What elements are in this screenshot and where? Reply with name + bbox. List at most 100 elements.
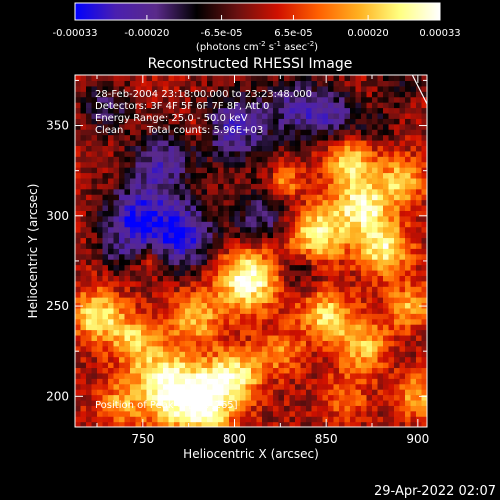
heatmap-cell: [388, 75, 395, 82]
heatmap-cell: [80, 177, 87, 184]
heatmap-cell: [119, 269, 126, 276]
heatmap-cell: [196, 264, 203, 271]
heatmap-cell: [262, 172, 269, 179]
heatmap-cell: [141, 242, 148, 249]
heatmap-cell: [322, 177, 329, 184]
heatmap-cell: [119, 75, 126, 82]
heatmap-cell: [350, 383, 357, 390]
heatmap-cell: [267, 264, 274, 271]
heatmap-cell: [289, 172, 296, 179]
heatmap-cell: [91, 345, 98, 352]
heatmap-cell: [421, 291, 427, 298]
heatmap-cell: [344, 378, 351, 385]
heatmap-cell: [333, 399, 340, 406]
heatmap-cell: [75, 383, 82, 390]
heatmap-cell: [223, 291, 230, 298]
heatmap-cell: [124, 107, 131, 114]
heatmap-cell: [223, 199, 230, 206]
heatmap-cell: [240, 199, 247, 206]
heatmap-cell: [102, 118, 109, 125]
heatmap-cell: [399, 356, 406, 363]
heatmap-cell: [201, 161, 208, 168]
heatmap-cell: [75, 156, 82, 163]
heatmap-cell: [284, 96, 291, 103]
heatmap-cell: [245, 145, 252, 152]
heatmap-cell: [168, 280, 175, 287]
heatmap-cell: [421, 145, 427, 152]
heatmap-cell: [372, 129, 379, 136]
heatmap-cell: [284, 410, 291, 417]
heatmap-cell: [201, 75, 208, 82]
heatmap-cell: [333, 204, 340, 211]
heatmap-cell: [91, 150, 98, 157]
heatmap-cell: [190, 177, 197, 184]
heatmap-cell: [113, 85, 120, 92]
heatmap-cell: [295, 307, 302, 314]
heatmap-cell: [317, 394, 324, 401]
heatmap-cell: [218, 378, 225, 385]
heatmap-cell: [190, 313, 197, 320]
heatmap-cell: [328, 221, 335, 228]
heatmap-cell: [289, 378, 296, 385]
heatmap-cell: [185, 156, 192, 163]
heatmap-cell: [339, 145, 346, 152]
heatmap-cell: [284, 253, 291, 260]
heatmap-cell: [267, 221, 274, 228]
heatmap-cell: [350, 275, 357, 282]
heatmap-cell: [394, 107, 401, 114]
heatmap-cell: [218, 232, 225, 239]
heatmap-cell: [355, 85, 362, 92]
heatmap-cell: [196, 226, 203, 233]
heatmap-cell: [168, 237, 175, 244]
heatmap-cell: [168, 102, 175, 109]
heatmap-cell: [311, 134, 318, 141]
heatmap-cell: [410, 134, 417, 141]
heatmap-cell: [410, 118, 417, 125]
heatmap-cell: [201, 275, 208, 282]
y-axis-label: Heliocentric Y (arcsec): [26, 184, 40, 319]
heatmap-cell: [146, 91, 153, 98]
heatmap-cell: [284, 204, 291, 211]
heatmap-cell: [86, 405, 93, 412]
heatmap-cell: [86, 313, 93, 320]
heatmap-cell: [372, 221, 379, 228]
heatmap-cell: [394, 221, 401, 228]
heatmap-cell: [207, 389, 214, 396]
heatmap-cell: [405, 389, 412, 396]
heatmap-cell: [190, 291, 197, 298]
heatmap-cell: [97, 383, 104, 390]
heatmap-cell: [333, 161, 340, 168]
heatmap-cell: [119, 318, 126, 325]
heatmap-cell: [80, 237, 87, 244]
heatmap-cell: [273, 80, 280, 87]
heatmap-cell: [372, 150, 379, 157]
heatmap-cell: [190, 80, 197, 87]
heatmap-cell: [262, 118, 269, 125]
heatmap-cell: [361, 112, 368, 119]
heatmap-cell: [388, 291, 395, 298]
heatmap-cell: [119, 307, 126, 314]
heatmap-cell: [113, 118, 120, 125]
heatmap-cell: [344, 107, 351, 114]
heatmap-cell: [157, 351, 164, 358]
heatmap-cell: [339, 161, 346, 168]
heatmap-cell: [322, 259, 329, 266]
heatmap-cell: [201, 107, 208, 114]
heatmap-cell: [399, 286, 406, 293]
heatmap-cell: [130, 340, 137, 347]
heatmap-cell: [416, 378, 423, 385]
heatmap-cell: [262, 188, 269, 195]
heatmap-cell: [361, 118, 368, 125]
heatmap-cell: [278, 183, 285, 190]
heatmap-cell: [394, 280, 401, 287]
heatmap-cell: [223, 91, 230, 98]
heatmap-cell: [130, 85, 137, 92]
heatmap-cell: [388, 275, 395, 282]
heatmap-cell: [306, 123, 313, 130]
heatmap-cell: [289, 232, 296, 239]
heatmap-cell: [256, 172, 263, 179]
heatmap-cell: [355, 405, 362, 412]
heatmap-cell: [113, 345, 120, 352]
heatmap-cell: [102, 226, 109, 233]
heatmap-cell: [262, 291, 269, 298]
